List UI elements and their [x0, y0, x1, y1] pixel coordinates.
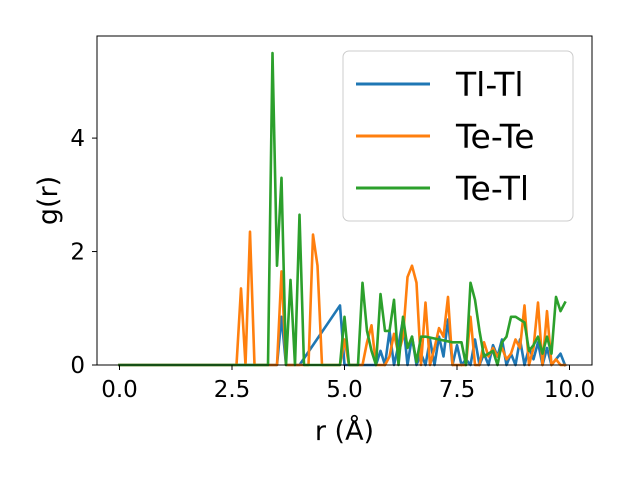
x-tick-label: 10.0	[544, 377, 595, 403]
x-axis-label: r (Å)	[315, 415, 374, 447]
x-tick-label: 0.0	[101, 377, 138, 403]
y-tick-label: 4	[70, 126, 85, 152]
x-axis-ticks: 0.0 2.5 5.0 7.5 10.0	[101, 365, 595, 403]
y-tick-label: 2	[70, 240, 85, 266]
y-axis-label: g(r)	[33, 176, 64, 225]
legend-label: Te-Te	[455, 117, 535, 156]
x-tick-label: 5.0	[326, 377, 363, 403]
legend-label: Tl-Tl	[455, 65, 524, 104]
y-tick-label: 0	[70, 353, 85, 379]
legend-label: Te-Tl	[455, 169, 529, 208]
x-tick-label: 7.5	[439, 377, 476, 403]
legend-box	[342, 50, 574, 222]
y-axis-ticks: 0 2 4	[70, 126, 97, 379]
x-tick-label: 2.5	[214, 377, 251, 403]
legend: Tl-Tl Te-Te Te-Tl	[342, 50, 574, 222]
